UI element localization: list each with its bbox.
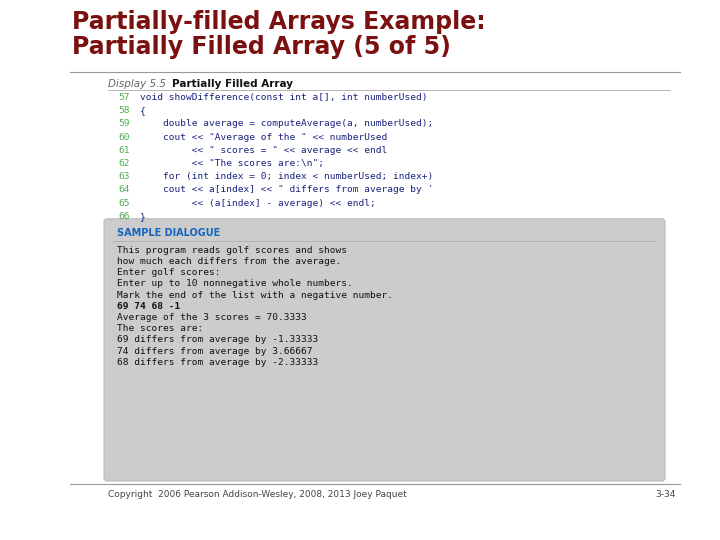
Text: Partially Filled Array (5 of 5): Partially Filled Array (5 of 5) bbox=[72, 35, 451, 59]
Text: Copyright  2006 Pearson Addison-Wesley, 2008, 2013 Joey Paquet: Copyright 2006 Pearson Addison-Wesley, 2… bbox=[108, 490, 407, 499]
Text: void showDifference(const int a[], int numberUsed): void showDifference(const int a[], int n… bbox=[140, 93, 428, 102]
Text: 69 74 68 -1: 69 74 68 -1 bbox=[117, 302, 180, 311]
Text: 3-34: 3-34 bbox=[656, 490, 676, 499]
Text: Mark the end of the list with a negative number.: Mark the end of the list with a negative… bbox=[117, 291, 393, 300]
Text: Average of the 3 scores = 70.3333: Average of the 3 scores = 70.3333 bbox=[117, 313, 307, 322]
Text: {: { bbox=[140, 106, 145, 115]
Text: Enter golf scores:: Enter golf scores: bbox=[117, 268, 220, 277]
Text: double average = computeAverage(a, numberUsed);: double average = computeAverage(a, numbe… bbox=[140, 119, 433, 129]
Text: 68 differs from average by -2.33333: 68 differs from average by -2.33333 bbox=[117, 358, 318, 367]
Text: 74 differs from average by 3.66667: 74 differs from average by 3.66667 bbox=[117, 347, 312, 356]
Text: SAMPLE DIALOGUE: SAMPLE DIALOGUE bbox=[117, 228, 220, 238]
Text: << " scores = " << average << endl: << " scores = " << average << endl bbox=[140, 146, 387, 155]
Text: << "The scores are:\n";: << "The scores are:\n"; bbox=[140, 159, 324, 168]
Text: Display 5.5: Display 5.5 bbox=[108, 79, 166, 89]
Text: 69 differs from average by -1.33333: 69 differs from average by -1.33333 bbox=[117, 335, 318, 345]
Text: 61: 61 bbox=[118, 146, 130, 155]
FancyBboxPatch shape bbox=[104, 219, 665, 481]
Text: 60: 60 bbox=[118, 133, 130, 141]
Text: This program reads golf scores and shows: This program reads golf scores and shows bbox=[117, 246, 347, 255]
Text: Partially Filled Array: Partially Filled Array bbox=[172, 79, 293, 89]
Text: Partially-filled Arrays Example:: Partially-filled Arrays Example: bbox=[72, 10, 485, 34]
Text: The scores are:: The scores are: bbox=[117, 324, 203, 333]
Text: 65: 65 bbox=[118, 199, 130, 207]
Text: cout << a[index] << " differs from average by ': cout << a[index] << " differs from avera… bbox=[140, 185, 433, 194]
Text: for (int index = 0; index < numberUsed; index+): for (int index = 0; index < numberUsed; … bbox=[140, 172, 433, 181]
Text: << (a[index] - average) << endl;: << (a[index] - average) << endl; bbox=[140, 199, 376, 207]
Text: cout << "Average of the " << numberUsed: cout << "Average of the " << numberUsed bbox=[140, 133, 387, 141]
Text: 58: 58 bbox=[118, 106, 130, 115]
Text: 66: 66 bbox=[118, 212, 130, 221]
Text: }: } bbox=[140, 212, 145, 221]
Text: 57: 57 bbox=[118, 93, 130, 102]
Text: Enter up to 10 nonnegative whole numbers.: Enter up to 10 nonnegative whole numbers… bbox=[117, 279, 353, 288]
Text: 64: 64 bbox=[118, 185, 130, 194]
Text: 59: 59 bbox=[118, 119, 130, 129]
Text: how much each differs from the average.: how much each differs from the average. bbox=[117, 257, 341, 266]
Text: 63: 63 bbox=[118, 172, 130, 181]
Text: 62: 62 bbox=[118, 159, 130, 168]
